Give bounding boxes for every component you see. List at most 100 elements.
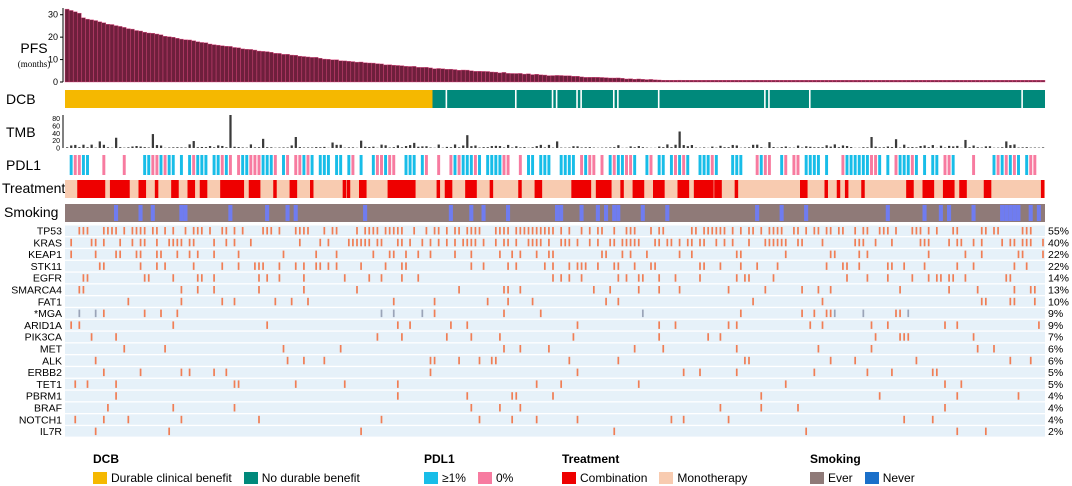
pfs-bar [840, 80, 846, 83]
mutation-mark [454, 238, 456, 247]
mutation-mark [862, 227, 865, 235]
pdl1-cell [906, 155, 910, 175]
smoking-never-cell [114, 205, 119, 221]
mutation-mark [764, 238, 767, 247]
gene-row-background [65, 272, 1045, 284]
pfs-bar [420, 67, 425, 83]
pdl1-cell [478, 155, 481, 175]
gene-row-background [65, 378, 1045, 390]
tmb-bar [817, 147, 820, 148]
mutation-mark [629, 227, 632, 235]
legend-pdl1-pos-label: ≥1% [442, 471, 466, 485]
mutation-mark [233, 380, 236, 388]
tmb-bar [931, 145, 934, 148]
mutation-mark [331, 227, 334, 235]
mutation-mark [409, 238, 411, 247]
mutation-mark [744, 274, 746, 282]
gene-name: TP53 [37, 226, 62, 238]
mutation-mark [862, 238, 865, 247]
mutation-mark [891, 238, 893, 247]
mutation-mark [1017, 250, 1020, 259]
pfs-bar [277, 53, 282, 83]
tmb-bar [257, 147, 261, 148]
mutation-mark [278, 227, 281, 235]
pdl1-cell [923, 155, 927, 175]
mutation-mark [188, 250, 191, 259]
mutation-mark [801, 238, 803, 247]
mutation-mark [102, 368, 105, 377]
mutation-mark [993, 227, 995, 235]
gene-name: ALK [42, 355, 62, 367]
tmb-bar [466, 135, 469, 148]
tmb-bar [915, 147, 918, 148]
pfs-bar [799, 80, 805, 83]
pfs-bar [183, 39, 188, 83]
pdl1-cell [870, 155, 873, 175]
mutation-mark [821, 297, 824, 306]
mutation-mark [886, 321, 889, 329]
pfs-bar [493, 71, 499, 83]
mutation-mark [401, 274, 403, 282]
mutation-mark [303, 356, 305, 365]
mutation-mark [641, 274, 644, 282]
pdl1-label: PDL1 [6, 157, 41, 173]
mutation-mark [102, 262, 105, 270]
pdl1-cell [857, 155, 861, 175]
pfs-bar [89, 19, 94, 83]
mutation-mark [298, 238, 301, 247]
mutation-mark [445, 238, 448, 247]
pfs-bar [587, 77, 592, 83]
pfs-bar [938, 80, 944, 83]
legend-dcb-yes-label: Durable clinical benefit [111, 471, 232, 485]
pdl1-cell [951, 155, 955, 175]
pfs-bar [403, 66, 409, 83]
mutation-mark [180, 368, 183, 377]
pfs-bar [375, 63, 380, 83]
mutation-mark [813, 227, 816, 235]
mutation-mark [172, 238, 175, 247]
mutation-mark [690, 227, 693, 235]
pfs-bar [705, 80, 711, 83]
treatment-combination-block [77, 180, 106, 198]
pfs-bar [620, 78, 625, 83]
pdl1-cell [380, 155, 383, 175]
pdl1-cell [592, 155, 596, 175]
pfs-bar [440, 68, 445, 83]
mutation-mark [1009, 238, 1012, 247]
pfs-bar [922, 80, 927, 83]
pdl1-cell [179, 155, 183, 175]
mutation-mark [772, 274, 775, 282]
pfs-bar [391, 64, 396, 83]
pfs-bar [681, 80, 686, 83]
mutation-mark [976, 286, 979, 294]
mutation-mark [396, 392, 399, 400]
mutation-mark [592, 286, 595, 294]
tmb-bar [200, 146, 204, 148]
tmb-bar [768, 142, 771, 148]
mutation-mark [915, 227, 918, 235]
tmb-bar [523, 147, 526, 148]
mutation-mark [143, 309, 146, 318]
pfs-bar [244, 49, 249, 83]
tmb-bar [208, 146, 212, 148]
pdl1-cell [81, 155, 85, 175]
mutation-mark [976, 345, 979, 353]
mutation-mark [388, 227, 391, 235]
pdl1-cell [861, 155, 865, 175]
mutation-mark [86, 380, 89, 388]
mutation-mark [956, 227, 959, 235]
mutation-mark [503, 345, 505, 353]
mutation-mark [139, 250, 142, 259]
pfs-bar [224, 46, 229, 83]
mutation-mark [119, 238, 122, 247]
mutation-mark [552, 262, 554, 270]
mutation-mark [731, 238, 734, 247]
mutation-mark [952, 274, 955, 282]
smoking-never-cell [804, 205, 809, 221]
pfs-bar [599, 77, 605, 83]
pdl1-cell [1008, 155, 1012, 175]
pfs-bar [313, 57, 319, 83]
tmb-bar [1001, 147, 1004, 148]
mutation-mark [735, 250, 738, 259]
pfs-bar [983, 80, 989, 83]
